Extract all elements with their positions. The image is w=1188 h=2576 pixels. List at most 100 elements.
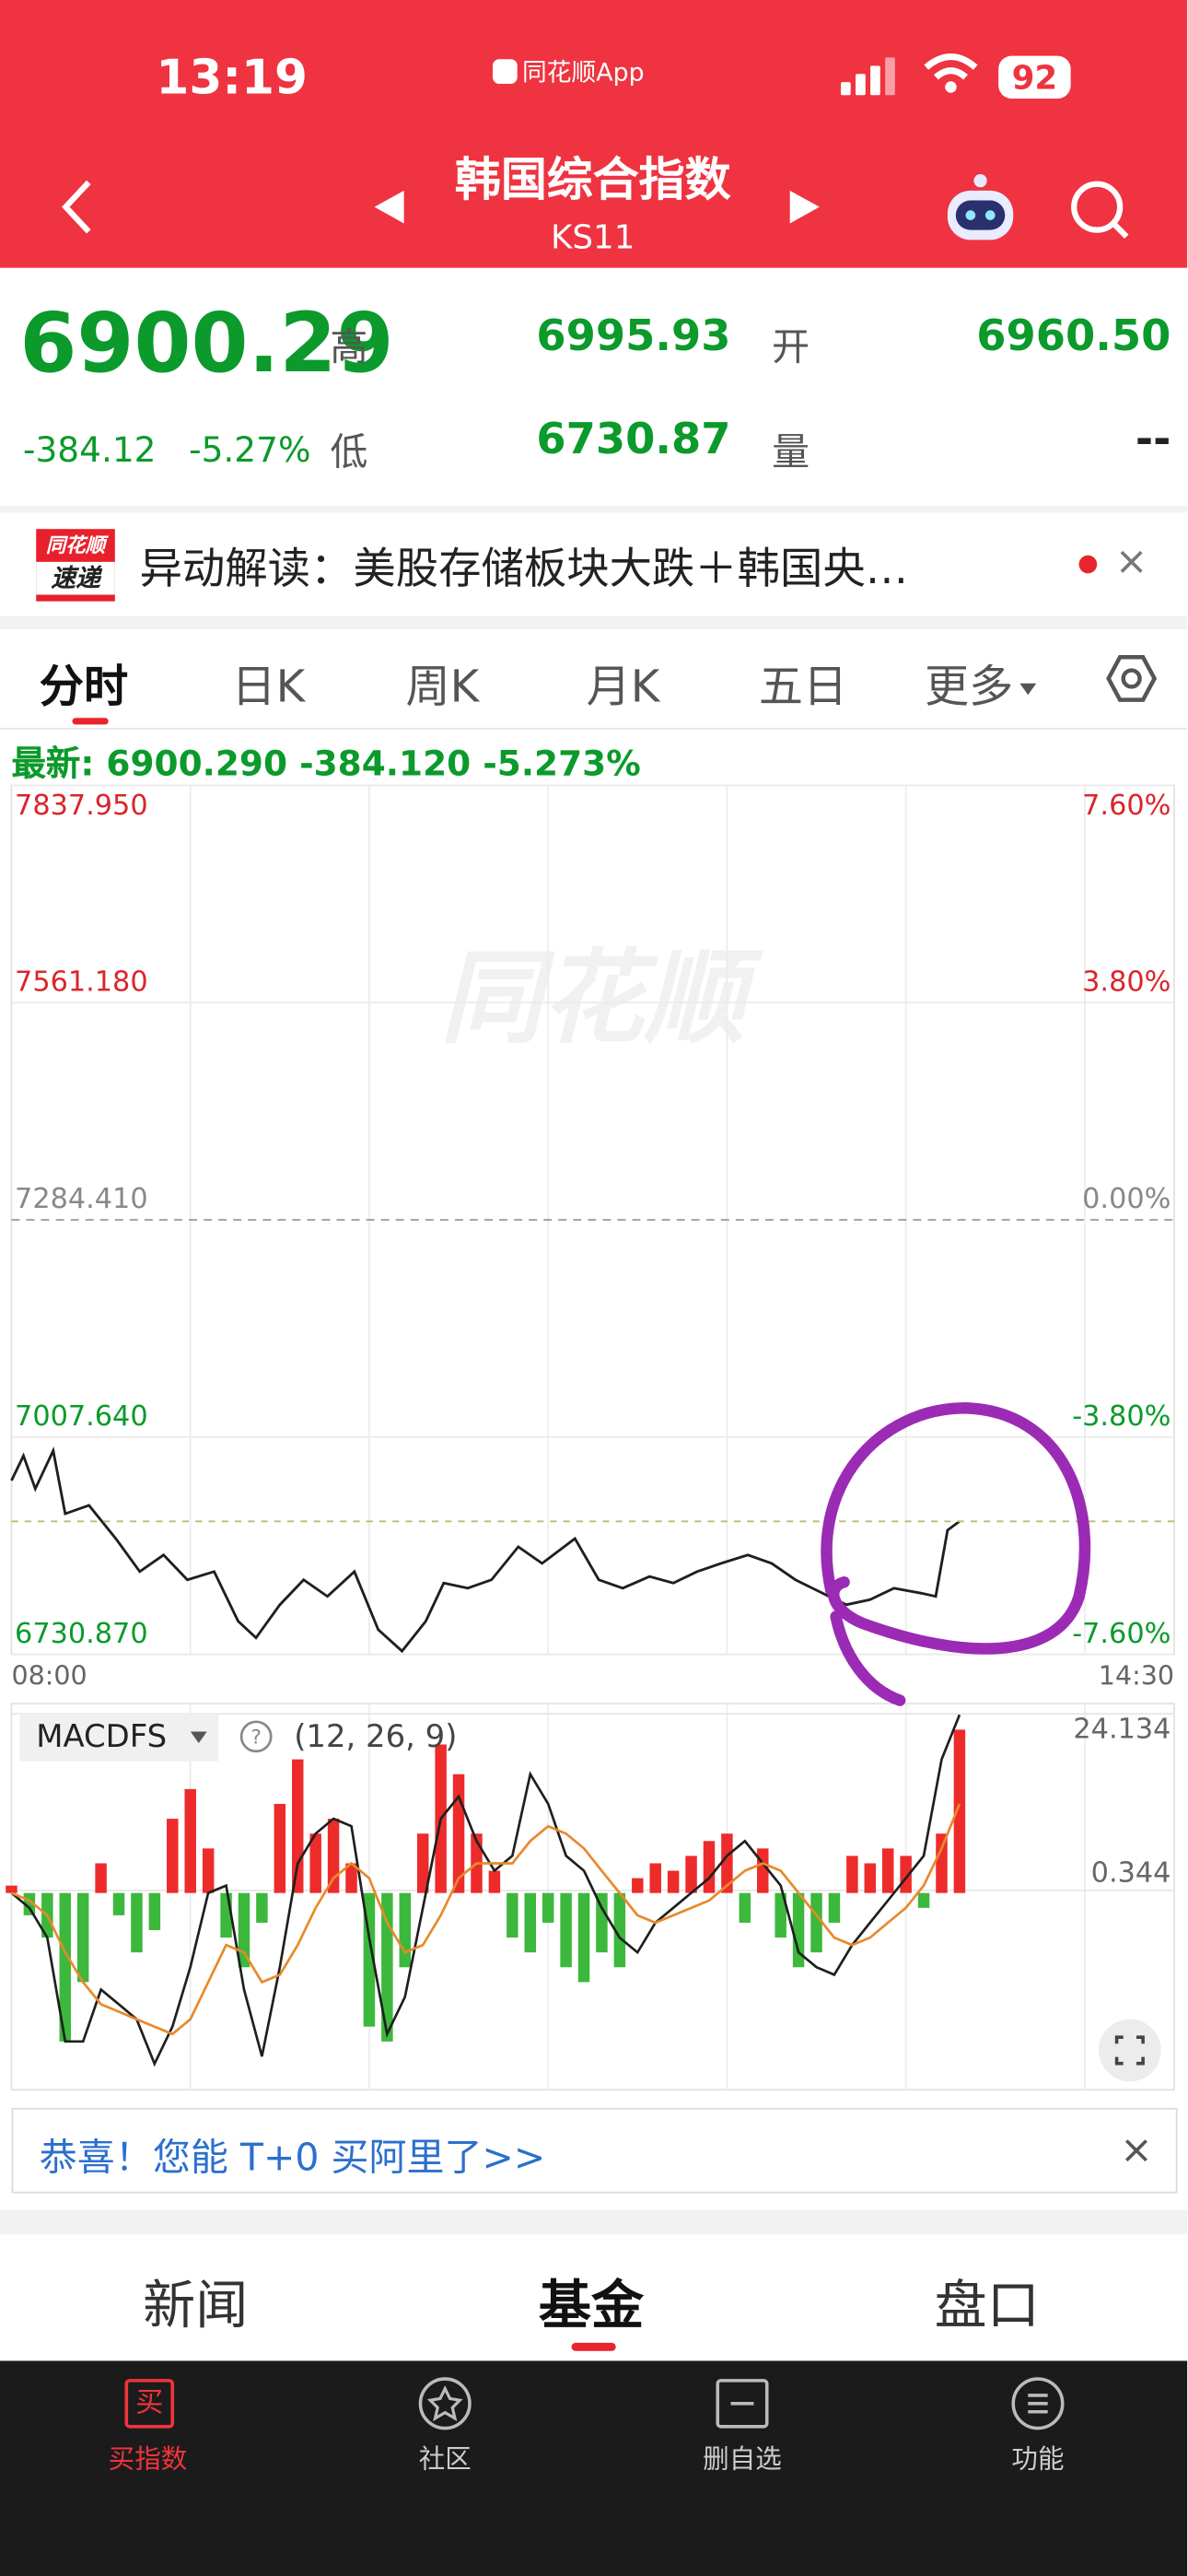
hand-drawn-circle <box>821 1401 1091 1706</box>
macd-bar <box>524 1892 536 1953</box>
macd-bar <box>846 1856 858 1893</box>
low-value: 6730.87 <box>536 416 731 465</box>
macd-bar <box>560 1892 572 1968</box>
back-button[interactable] <box>52 178 101 237</box>
search-button[interactable] <box>1067 178 1133 243</box>
macd-line <box>10 1714 961 2067</box>
high-label: 高 <box>330 326 368 370</box>
status-time: 13:19 <box>156 49 309 106</box>
tab-active[interactable]: 分时 <box>39 662 129 713</box>
charts: 同花顺 7837.950 7.60% 7561.180 3.80% 7284.410 0.0… <box>6 784 1175 2091</box>
indicator-dropdown <box>190 1731 207 1743</box>
macd-bar <box>327 1819 340 1893</box>
help-icon[interactable] <box>239 1720 273 1753</box>
bottom-nav: 买 买指数 社区 删自选 功能 <box>0 2360 1188 2576</box>
macd-bar <box>59 1892 71 2042</box>
settings-button[interactable] <box>1105 652 1158 705</box>
tab[interactable]: 月K <box>586 662 660 713</box>
nav-item[interactable]: 买指数 <box>108 2442 188 2475</box>
expand-icon <box>1114 2035 1145 2066</box>
macd-bar <box>148 1892 161 1930</box>
high-value: 6995.93 <box>536 311 731 362</box>
content-tab-indicator <box>571 2342 616 2351</box>
latest-price: 6900.290 <box>106 744 288 784</box>
signal-icon <box>840 57 895 96</box>
open-label: 开 <box>772 326 810 370</box>
macd-bar <box>76 1892 89 1983</box>
news-badge-top: 同花顺 <box>45 533 106 557</box>
x-tick-label: 14:30 <box>1099 1661 1174 1692</box>
indicator-name: MACDFS <box>36 1718 167 1754</box>
y-tick-label: 7284.410 <box>15 1183 148 1215</box>
price-line <box>10 1446 961 1654</box>
macd-bar <box>864 1863 877 1893</box>
y2-tick-label: 0.00% <box>1082 1183 1171 1215</box>
latest-change: -384.120 <box>299 744 472 784</box>
prev-button[interactable] <box>371 187 407 227</box>
y-tick-label: 7837.950 <box>15 790 148 822</box>
next-button[interactable] <box>786 187 822 227</box>
macd-frame <box>10 1703 1175 2091</box>
macd-bar <box>881 1848 894 1893</box>
top-bar: 13:19 同花顺App 92 韩国综合指数 KS11 <box>0 0 1188 268</box>
macd-bar <box>667 1870 680 1893</box>
macd-bar <box>309 1833 321 1893</box>
macd-bar <box>739 1892 751 1923</box>
macd-bar <box>775 1892 786 1938</box>
divider <box>0 2209 1188 2235</box>
macd-bar <box>488 1870 501 1893</box>
remove-watch-icon <box>716 2379 769 2429</box>
macd-bar <box>256 1892 268 1923</box>
macd-bar <box>167 1819 179 1893</box>
macd-bar <box>507 1892 518 1938</box>
y-tick-label: 24.134 <box>1073 1714 1171 1746</box>
macd-bar <box>721 1833 733 1893</box>
macd-bar <box>202 1848 215 1893</box>
news-headline[interactable]: 异动解读：美股存储板块大跌＋韩国央… <box>139 545 909 595</box>
tab-more-label: 更多 <box>924 662 1014 713</box>
low-label: 低 <box>330 431 368 475</box>
expand-button[interactable] <box>1098 2019 1161 2082</box>
macd-bar <box>936 1833 948 1893</box>
promo-close[interactable] <box>1124 2139 1147 2162</box>
nav-item[interactable]: 功能 <box>1011 2442 1065 2475</box>
macd-bar <box>292 1759 304 1893</box>
nav-item[interactable]: 删自选 <box>703 2442 782 2475</box>
macd-bar <box>6 1885 17 1893</box>
robot-icon[interactable] <box>943 170 1019 242</box>
y-tick-label: 6730.870 <box>15 1618 148 1650</box>
news-close[interactable] <box>1118 549 1145 576</box>
y2-tick-label: 7.60% <box>1082 790 1171 822</box>
tab-more[interactable]: 更多 <box>924 650 1037 715</box>
watermark: 同花顺 <box>440 940 763 1059</box>
promo-banner[interactable]: 恭喜！您能 T+0 买阿里了>> <box>11 2107 1178 2194</box>
macd-bar <box>828 1892 841 1923</box>
macd-bar <box>131 1892 143 1953</box>
content-tab-active[interactable]: 基金 <box>538 2273 645 2336</box>
tab[interactable]: 日K <box>231 662 306 713</box>
latest-label: 最新: <box>11 744 95 784</box>
tab-indicator <box>72 718 109 725</box>
macd-bar <box>345 1863 357 1893</box>
volume-label: 量 <box>772 431 810 475</box>
tab[interactable]: 周K <box>405 662 480 713</box>
divider <box>0 727 1188 730</box>
x-tick-label: 08:00 <box>11 1661 87 1692</box>
page-title: 韩国综合指数 <box>454 152 731 207</box>
macd-bar <box>613 1892 626 1968</box>
macd-bar <box>900 1856 912 1893</box>
content-tab[interactable]: 新闻 <box>143 2273 249 2336</box>
nav-item[interactable]: 社区 <box>418 2442 472 2475</box>
macd-bar <box>577 1892 590 1983</box>
tab[interactable]: 五日 <box>758 662 848 713</box>
content-tab[interactable]: 盘口 <box>934 2273 1040 2336</box>
macd-bar <box>381 1892 393 2042</box>
index-code: KS11 <box>551 217 635 257</box>
latest-pct: -5.273% <box>483 744 641 784</box>
macd-line <box>10 1803 961 2036</box>
macd-bar <box>184 1788 196 1893</box>
macd-bar <box>703 1841 716 1893</box>
macd-bar <box>238 1892 250 1968</box>
indicator-selector[interactable] <box>19 1713 219 1762</box>
